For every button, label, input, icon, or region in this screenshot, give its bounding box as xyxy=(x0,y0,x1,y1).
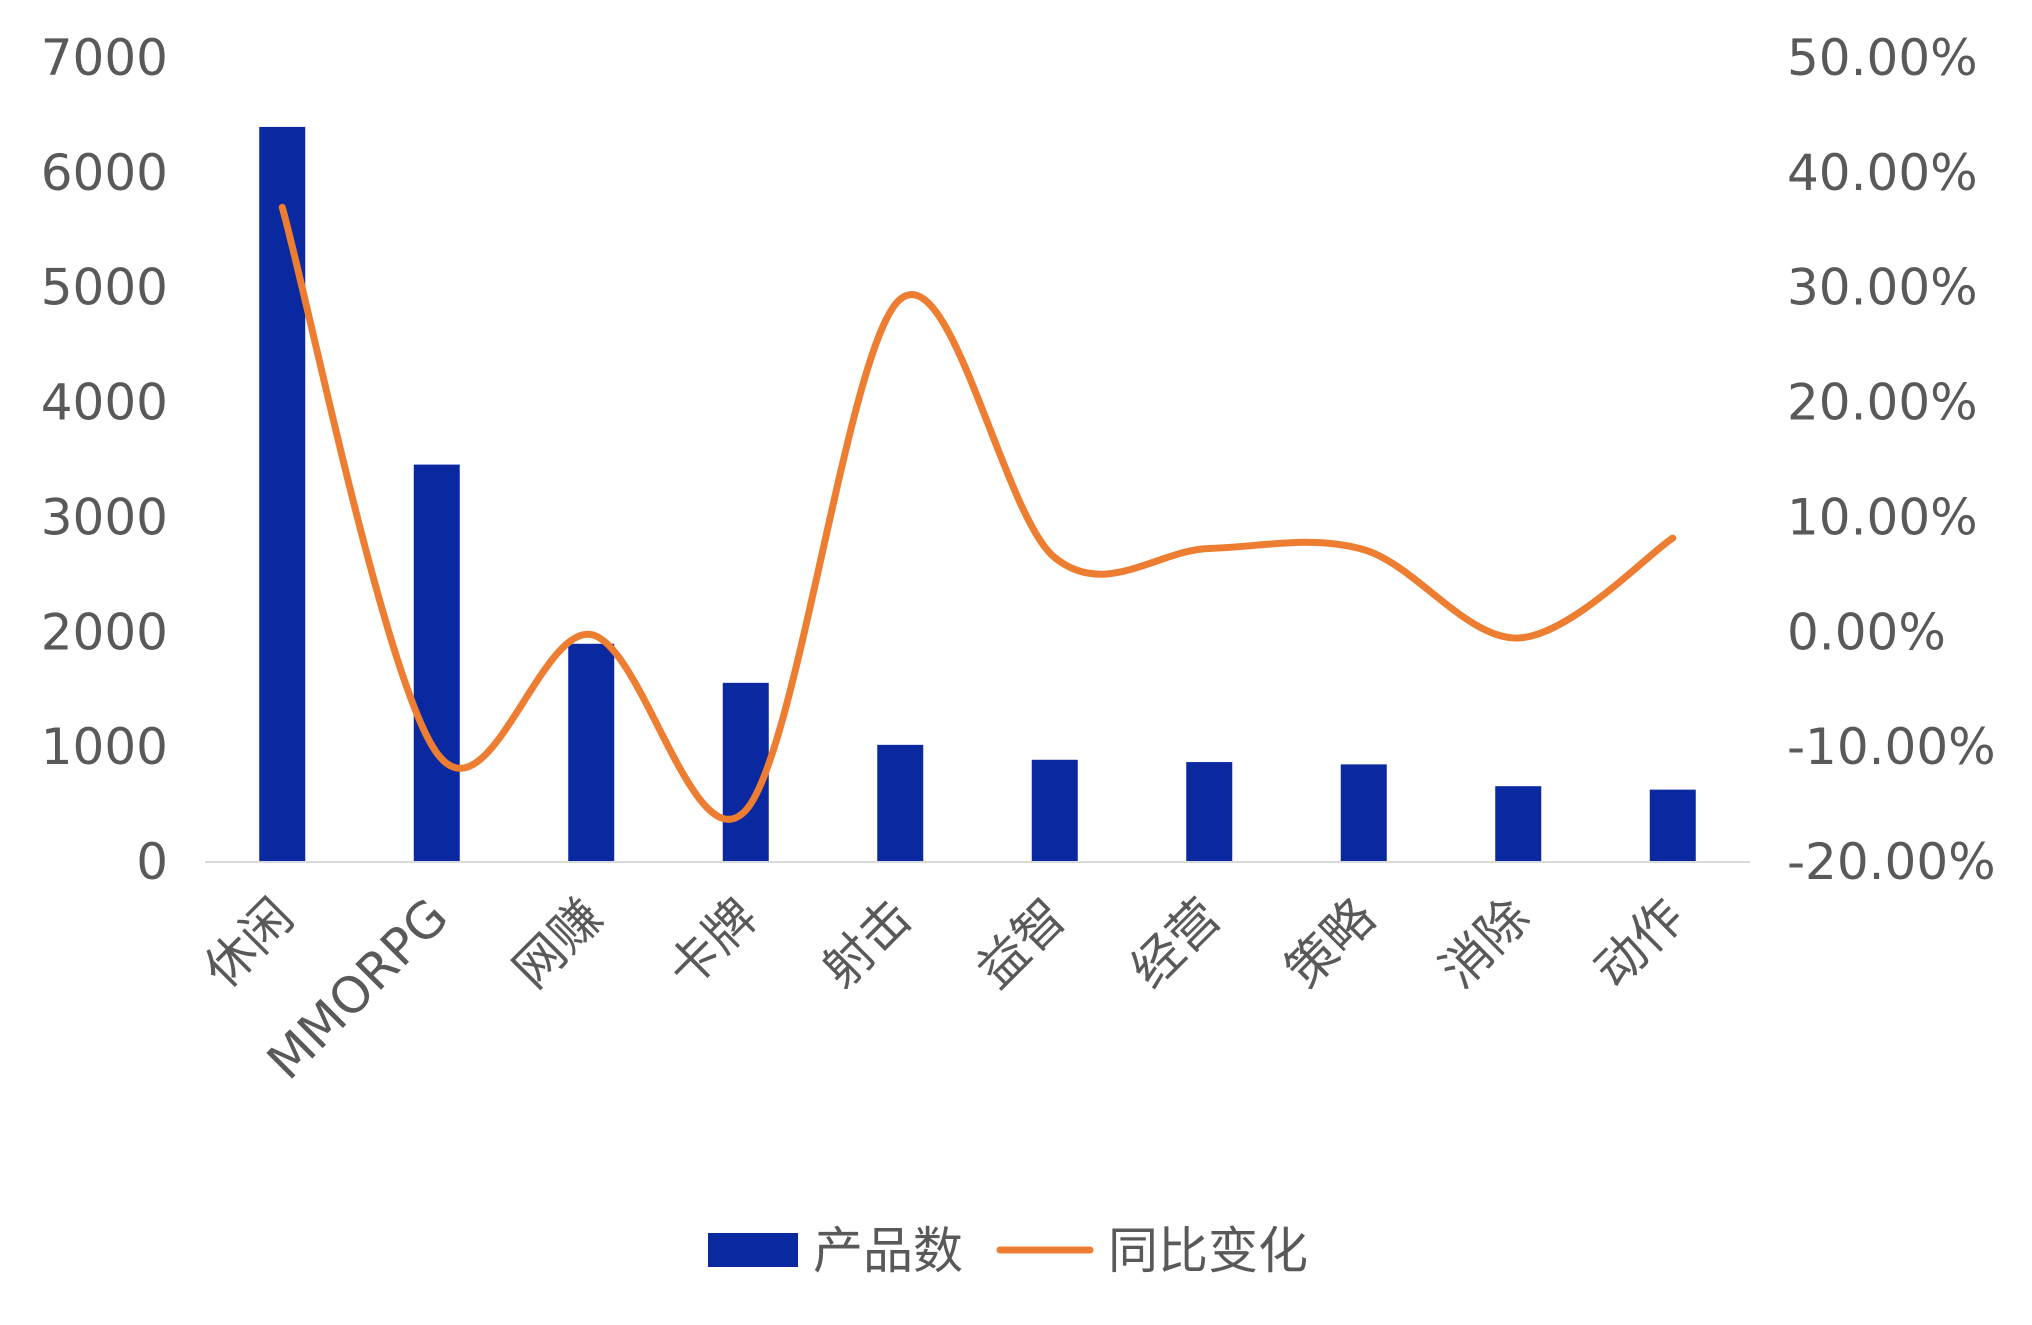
y-right-tick-label: 50.00% xyxy=(1787,29,1978,87)
y-right-tick-label: 10.00% xyxy=(1787,488,1978,546)
y-right-tick-label: 20.00% xyxy=(1787,374,1978,432)
y-left-tick-label: 5000 xyxy=(41,259,168,317)
bar xyxy=(1649,789,1696,862)
x-tick-label: 消除 xyxy=(1429,887,1541,999)
legend-label-line: 同比变化 xyxy=(1108,1222,1308,1280)
x-tick-label: 动作 xyxy=(1584,887,1696,999)
y-right-tick-label: 40.00% xyxy=(1787,144,1978,202)
line-series xyxy=(278,203,1677,823)
bar xyxy=(1495,786,1542,862)
x-tick-label: 益智 xyxy=(966,887,1078,999)
x-tick-label: 休闲 xyxy=(193,887,305,999)
y-left-tick-label: 1000 xyxy=(41,718,168,776)
y-right-tick-label: 30.00% xyxy=(1787,259,1978,317)
y-right-tick-label: -10.00% xyxy=(1787,718,1996,776)
legend-swatch-bar xyxy=(708,1233,798,1267)
y-right-tick-label: 0.00% xyxy=(1787,603,1946,661)
y-left-tick-label: 7000 xyxy=(41,29,168,87)
x-tick-label: 经营 xyxy=(1120,887,1232,999)
bar xyxy=(259,126,306,862)
y-left-tick-label: 6000 xyxy=(41,144,168,202)
x-tick-label: 策略 xyxy=(1275,887,1387,999)
x-tick-label: 射击 xyxy=(811,887,923,999)
y-left-tick-label: 3000 xyxy=(41,488,168,546)
x-tick-label: 卡牌 xyxy=(657,887,769,999)
bar xyxy=(1031,759,1078,862)
y-left-tick-label: 0 xyxy=(136,833,168,891)
bar xyxy=(1340,764,1387,862)
y-left-tick-label: 4000 xyxy=(41,374,168,432)
y-left-tick-label: 2000 xyxy=(41,603,168,661)
bar xyxy=(1186,762,1233,862)
bar xyxy=(722,682,769,862)
y-right-tick-label: -20.00% xyxy=(1787,833,1996,891)
bar xyxy=(568,643,615,862)
x-tick-label: 网赚 xyxy=(502,887,614,999)
bar xyxy=(877,744,924,862)
bar xyxy=(413,464,460,862)
legend: 产品数 同比变化 xyxy=(708,1222,1308,1280)
legend-label-bar: 产品数 xyxy=(813,1222,963,1280)
